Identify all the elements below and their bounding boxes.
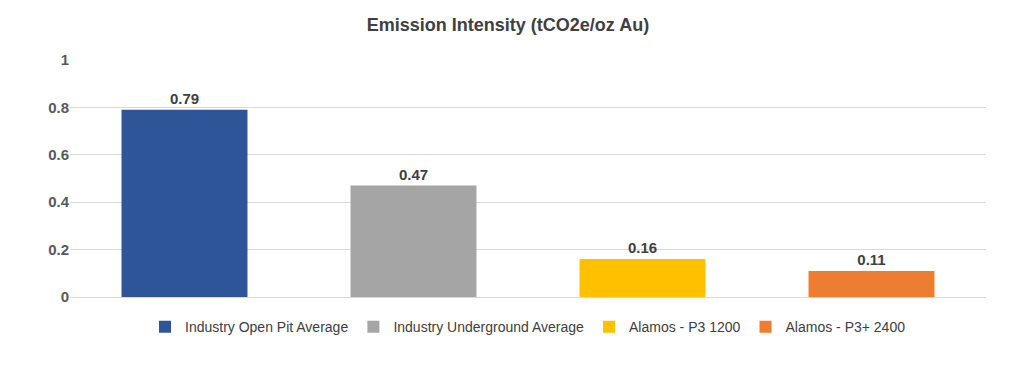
svg-text:0.79: 0.79: [170, 90, 199, 107]
svg-text:0.16: 0.16: [628, 239, 657, 256]
svg-text:Alamos - P3 1200: Alamos - P3 1200: [629, 319, 740, 335]
svg-text:0.6: 0.6: [48, 146, 69, 163]
svg-text:0.47: 0.47: [399, 166, 428, 183]
svg-text:Industry Open Pit Average: Industry Open Pit Average: [185, 319, 348, 335]
svg-text:Alamos - P3+ 2400: Alamos - P3+ 2400: [786, 319, 906, 335]
svg-text:0: 0: [61, 288, 69, 305]
svg-text:Emission Intensity (tCO2e/oz A: Emission Intensity (tCO2e/oz Au): [367, 15, 649, 35]
svg-text:0.4: 0.4: [48, 193, 70, 210]
svg-text:1: 1: [61, 51, 69, 68]
svg-text:0.8: 0.8: [48, 99, 69, 116]
svg-text:0.2: 0.2: [48, 241, 69, 258]
svg-text:0.11: 0.11: [857, 251, 885, 268]
svg-text:Industry Underground Average: Industry Underground Average: [393, 319, 584, 335]
